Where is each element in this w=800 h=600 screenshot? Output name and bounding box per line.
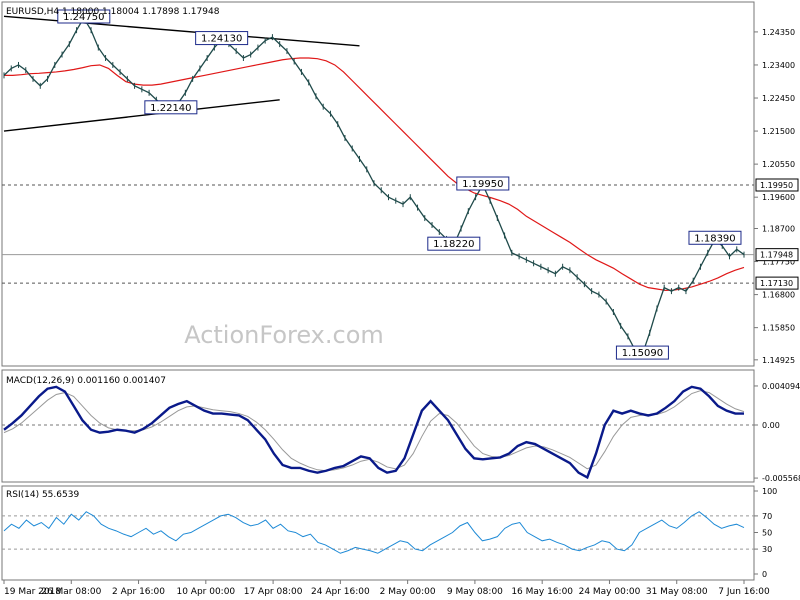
main-y-tick-label: 1.20550 [762,160,795,169]
macd-panel-frame [1,369,755,483]
macd-y-tick-label: -0.005568 [762,474,800,483]
trendline-1 [3,99,280,132]
level-price-label-2: 1.17948 [755,248,799,262]
macd-header: MACD(12,26,9) 0.001160 0.001407 [6,376,166,386]
level-price-box [755,276,799,290]
level-price-label-1: 1.17130 [755,276,799,290]
annotation-6: 1.18390 [688,230,742,245]
main-y-tick-label: 1.18700 [762,224,795,233]
macd-line [3,385,744,480]
main-y-tick-label: 1.16800 [762,291,795,300]
macd-y-tick-label: 0.00 [762,421,780,430]
rsi-y-tick-label: 50 [762,529,772,538]
main-y-tick-label: 1.24350 [762,28,795,37]
main-y-tick-label: 1.22450 [762,94,795,103]
rsi-header: RSI(14) 55.6539 [6,490,79,500]
rsi-plot [2,511,754,554]
annotation-label: 1.18390 [694,233,735,244]
annotation-box [57,9,111,24]
rsi-y-tick-label: 100 [762,487,777,496]
rsi-y-tick-label: 30 [762,545,772,554]
x-tick-label: 24 May 00:00 [579,587,641,597]
annotation-3: 1.19950 [456,176,510,191]
annotation-box [427,236,481,251]
main-y-tick-label: 1.21500 [762,127,795,136]
x-tick-label: 17 Apr 08:00 [244,587,303,597]
main-y-tick-label: 1.14925 [762,356,795,365]
annotation-box [615,345,669,360]
macd-plot [2,385,754,480]
x-tick-label: 9 May 08:00 [447,587,503,597]
moving-average-line [4,57,745,292]
level-price-label-0: 1.19950 [755,178,799,192]
annotation-box [456,176,510,191]
level-price-text: 1.17130 [760,279,793,288]
level-price-text: 1.19950 [760,181,793,190]
annotation-label: 1.24130 [201,34,242,45]
main-watermark: ActionForex.com [184,321,384,349]
main-y-tick-label: 1.15850 [762,324,795,333]
level-price-box [755,248,799,262]
main-y-tick-label: 1.19600 [762,193,795,202]
annotation-box [688,230,742,245]
annotation-label: 1.22140 [150,103,191,114]
x-tick-label: 31 May 08:00 [646,587,708,597]
annotation-1: 1.22140 [144,100,198,115]
main-y-tick-label: 1.23400 [762,61,795,70]
macd-y-tick-label: 0.004094 [762,382,800,391]
axes: 1.24350 1.23400 1.22450 1.21500 1.20550 1.196… [3,28,800,597]
annotation-0: 1.24750 [57,9,111,24]
annotation-label: 1.15090 [622,348,663,359]
x-tick-label: 16 May 16:00 [511,587,573,597]
x-tick-label: 7 Jun 16:00 [718,587,770,597]
main-y-tick-label: 1.17750 [762,258,795,267]
annotation-label: 1.18220 [433,239,474,250]
main-plot: 1.24750 1.22140 1.24130 1.19950 1.18220 1.150… [2,9,754,360]
annotation-box [195,31,249,46]
level-price-text: 1.17948 [760,251,793,260]
main-header: EURUSD,H4 1.18000 1.18004 1.17898 1.1794… [6,7,220,17]
x-tick-label: 24 Apr 16:00 [311,587,370,597]
rsi-y-tick-label: 70 [762,512,772,521]
x-tick-label: 10 Apr 00:00 [176,587,235,597]
rsi-y-tick-label: 0 [762,570,767,579]
annotation-4: 1.18220 [427,236,481,251]
x-tick-label: 2 Apr 16:00 [112,587,165,597]
main-panel-frame [1,1,755,367]
annotation-label: 1.19950 [462,179,503,190]
annotation-2: 1.24130 [195,31,249,46]
annotation-box [144,100,198,115]
x-tick-label: 19 Mar 2018 [4,587,61,597]
rsi-panel-frame [1,485,755,581]
rsi-line [3,511,745,554]
annotation-5: 1.15090 [615,345,669,360]
x-tick-label: 2 May 00:00 [380,587,436,597]
annotation-label: 1.24750 [63,12,104,23]
x-tick-label: 26 Mar 08:00 [41,587,101,597]
level-price-box [755,178,799,192]
